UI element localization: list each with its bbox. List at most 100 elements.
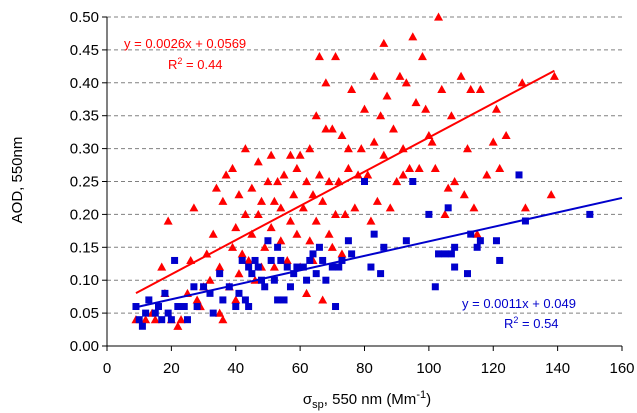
red-triangle-point [234, 190, 244, 199]
red-triangle-point [311, 111, 321, 120]
y-tick-label: 0.10 [70, 272, 99, 289]
blue-square-point [155, 303, 162, 311]
blue-trend-equation: y = 0.0011x + 0.049 [462, 296, 576, 311]
blue-square-point [245, 303, 253, 311]
red-triangle-point [379, 38, 389, 47]
blue-square-point [467, 230, 475, 238]
blue-square-point [370, 230, 378, 238]
red-triangle-point [218, 315, 228, 324]
red-triangle-point [189, 203, 199, 212]
blue-square-point [251, 256, 259, 264]
blue-square-point [235, 289, 243, 297]
blue-square-point [367, 263, 375, 271]
blue-square-point [496, 256, 504, 264]
red-triangle-point [228, 163, 238, 172]
red-triangle-point [318, 196, 328, 205]
blue-square-point [209, 309, 217, 317]
red-triangle-point [340, 209, 350, 218]
blue-square-point [361, 178, 368, 185]
blue-square-point [164, 309, 172, 317]
red-triangle-point [285, 150, 295, 159]
blue-square-point [444, 204, 452, 212]
red-triangle-point [517, 78, 527, 87]
red-triangle-point [443, 183, 453, 192]
red-triangle-point [282, 255, 292, 265]
x-tick-label: 100 [416, 360, 441, 377]
blue-square-point [409, 178, 417, 185]
blue-square-point [158, 316, 166, 324]
blue-square-point [193, 303, 201, 311]
blue-square-point [171, 256, 179, 264]
red-triangle-point [228, 242, 238, 251]
red-triangle-point [469, 203, 479, 212]
blue-square-point [216, 270, 224, 278]
red-triangle-point [163, 216, 173, 225]
red-triangle-point [305, 236, 315, 245]
red-triangle-point [369, 71, 379, 80]
blue-square-point [319, 256, 327, 264]
red-triangle-point [311, 216, 321, 225]
blue-square-point [261, 283, 269, 291]
blue-square-point [180, 303, 188, 311]
red-triangle-point [150, 315, 160, 324]
red-triangle-point [459, 190, 469, 199]
red-triangle-point [234, 269, 244, 278]
red-triangle-point [324, 229, 334, 238]
y-tick-labels: 0.00 0.05 0.10 0.15 0.20 0.25 0.30 0.35 0.40 0.45… [70, 9, 99, 355]
red-triangle-point [440, 209, 450, 218]
blue-square-point [183, 316, 191, 324]
red-triangle-point [260, 242, 270, 251]
blue-square-point [303, 276, 311, 284]
y-tick-label: 0.00 [70, 338, 99, 355]
blue-square-point [586, 210, 594, 218]
red-triangle-point [347, 84, 357, 93]
blue-square-point [299, 263, 307, 271]
red-triangle-point [372, 196, 382, 205]
red-triangle-point [475, 84, 485, 93]
blue-square-point [312, 270, 320, 278]
blue-square-point [248, 270, 256, 278]
y-axis-title: AOD, 550nm [9, 137, 26, 224]
red-triangle-point [218, 196, 228, 205]
blue-square-point [425, 210, 433, 218]
x-tick-label: 120 [481, 360, 506, 377]
blue-square-point [473, 243, 481, 251]
red-triangle-point [314, 51, 324, 61]
red-triangle-point [343, 144, 353, 153]
red-triangle-point [395, 71, 405, 80]
blue-square-point [190, 283, 198, 291]
red-triangle-point [385, 203, 395, 212]
red-triangle-point [208, 229, 218, 238]
red-triangle-point [450, 177, 460, 186]
red-triangle-point [314, 170, 324, 179]
red-triangle-point [173, 321, 183, 330]
blue-square-point [344, 237, 352, 245]
blue-square-point [135, 316, 143, 324]
red-triangle-point [408, 32, 418, 41]
red-triangle-point [331, 209, 341, 218]
blue-square-point [377, 270, 385, 278]
blue-square-point [238, 256, 246, 264]
y-tick-label: 0.05 [70, 305, 99, 322]
blue-square-point [274, 296, 282, 304]
blue-square-point [219, 296, 227, 304]
blue-square-point [431, 283, 439, 291]
red-triangle-point [401, 78, 411, 87]
red-triangle-point [392, 177, 402, 186]
x-tick-labels: 0 20 40 60 80 100 120 140 160 [103, 360, 635, 377]
blue-square-point [200, 283, 208, 291]
red-triangle-point [331, 51, 341, 61]
red-triangle-point [324, 177, 334, 186]
red-triangle-point [446, 111, 456, 120]
blue-square-point [476, 237, 484, 245]
red-triangle-point [157, 262, 167, 271]
red-trend-equation: y = 0.0026x + 0.0569 [124, 36, 246, 51]
red-triangle-point [302, 177, 312, 186]
red-triangle-point [491, 104, 501, 113]
red-triangle-point [292, 163, 302, 172]
blue-square-point [332, 303, 340, 311]
blue-square-point [241, 296, 249, 304]
blue-square-point [161, 289, 169, 297]
blue-square-point [402, 237, 410, 245]
red-triangle-point [302, 288, 312, 297]
